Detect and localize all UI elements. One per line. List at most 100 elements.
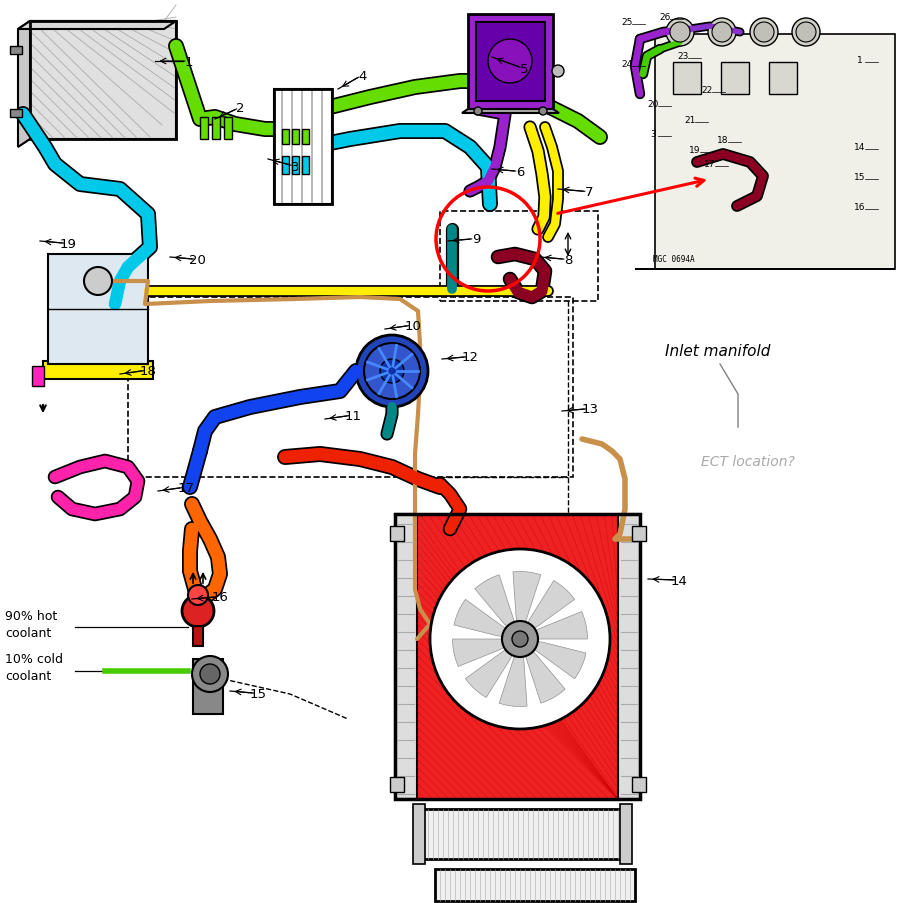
Text: Inlet manifold: Inlet manifold xyxy=(665,344,770,359)
Text: 17: 17 xyxy=(177,481,194,494)
Text: 22: 22 xyxy=(701,86,713,95)
Bar xyxy=(721,63,749,95)
Circle shape xyxy=(380,359,404,384)
Text: 19: 19 xyxy=(689,146,701,154)
Bar xyxy=(43,361,153,379)
Bar xyxy=(395,515,417,799)
Bar xyxy=(673,63,701,95)
Text: 23: 23 xyxy=(678,52,688,61)
Bar xyxy=(417,515,618,799)
Polygon shape xyxy=(462,110,559,114)
Bar xyxy=(274,90,332,205)
Bar xyxy=(292,157,299,175)
Polygon shape xyxy=(513,572,541,639)
Bar xyxy=(655,35,895,270)
Wedge shape xyxy=(750,19,778,47)
Text: 3: 3 xyxy=(291,161,300,173)
Circle shape xyxy=(364,344,420,399)
Polygon shape xyxy=(476,23,545,102)
Bar xyxy=(212,118,220,140)
Bar xyxy=(632,526,646,542)
Text: 90% hot
coolant: 90% hot coolant xyxy=(5,610,58,639)
Circle shape xyxy=(670,23,690,43)
Text: 18: 18 xyxy=(717,135,729,144)
Text: 20: 20 xyxy=(647,100,659,109)
Text: 1: 1 xyxy=(857,56,863,65)
Bar xyxy=(302,130,309,144)
Text: MGC 0694A: MGC 0694A xyxy=(653,255,695,264)
Circle shape xyxy=(430,549,610,730)
Circle shape xyxy=(192,656,228,693)
Text: 10% cold
coolant: 10% cold coolant xyxy=(5,652,63,683)
Circle shape xyxy=(200,665,220,684)
Polygon shape xyxy=(475,575,520,639)
Polygon shape xyxy=(18,22,30,148)
Wedge shape xyxy=(666,19,694,47)
Text: ECT location?: ECT location? xyxy=(701,454,795,469)
Circle shape xyxy=(796,23,816,43)
Text: 17: 17 xyxy=(704,160,716,169)
Text: 14: 14 xyxy=(854,143,866,152)
Circle shape xyxy=(712,23,732,43)
Text: 9: 9 xyxy=(472,233,480,246)
Polygon shape xyxy=(520,639,565,703)
Bar xyxy=(395,515,640,799)
Circle shape xyxy=(539,107,547,116)
Text: 25: 25 xyxy=(621,18,633,27)
Bar xyxy=(440,212,598,302)
Text: 3: 3 xyxy=(650,130,656,139)
Circle shape xyxy=(84,267,112,295)
Bar xyxy=(292,130,299,144)
Bar xyxy=(282,157,289,175)
Text: 15: 15 xyxy=(249,687,266,700)
Bar xyxy=(274,90,332,205)
Bar xyxy=(128,298,573,478)
Bar xyxy=(435,869,635,901)
Text: 26: 26 xyxy=(660,13,670,22)
Circle shape xyxy=(182,595,214,628)
Polygon shape xyxy=(18,22,176,30)
Bar xyxy=(632,777,646,792)
Text: 16: 16 xyxy=(212,591,229,603)
Wedge shape xyxy=(792,19,820,47)
Polygon shape xyxy=(520,612,588,639)
Polygon shape xyxy=(500,639,527,707)
Circle shape xyxy=(512,631,528,647)
Bar xyxy=(413,804,425,864)
Text: 12: 12 xyxy=(462,350,479,364)
Text: 15: 15 xyxy=(854,172,866,182)
Circle shape xyxy=(356,336,428,407)
Bar xyxy=(418,809,628,859)
Text: 19: 19 xyxy=(59,237,76,251)
Bar xyxy=(302,157,309,175)
Bar xyxy=(200,118,208,140)
Polygon shape xyxy=(468,15,553,110)
Text: 20: 20 xyxy=(190,254,206,266)
Wedge shape xyxy=(708,19,736,47)
Circle shape xyxy=(188,585,208,605)
Bar xyxy=(10,47,22,55)
Text: 10: 10 xyxy=(404,320,421,332)
Bar xyxy=(390,777,404,792)
Text: 13: 13 xyxy=(581,403,598,415)
Text: 24: 24 xyxy=(621,60,633,69)
Polygon shape xyxy=(520,581,574,639)
Circle shape xyxy=(754,23,774,43)
Bar xyxy=(48,255,148,365)
Bar xyxy=(620,804,632,864)
Text: 1: 1 xyxy=(184,55,194,69)
Text: 8: 8 xyxy=(563,254,572,266)
Text: 7: 7 xyxy=(585,186,593,199)
Polygon shape xyxy=(465,639,520,698)
Text: 14: 14 xyxy=(670,574,688,587)
Bar xyxy=(282,130,289,144)
Polygon shape xyxy=(30,22,176,140)
Bar xyxy=(390,526,404,542)
Text: 2: 2 xyxy=(236,101,245,115)
Text: 4: 4 xyxy=(358,70,366,82)
Text: 16: 16 xyxy=(854,203,866,212)
Circle shape xyxy=(474,107,482,116)
Bar xyxy=(193,627,203,647)
Text: 5: 5 xyxy=(519,63,528,76)
Text: 18: 18 xyxy=(140,364,157,377)
